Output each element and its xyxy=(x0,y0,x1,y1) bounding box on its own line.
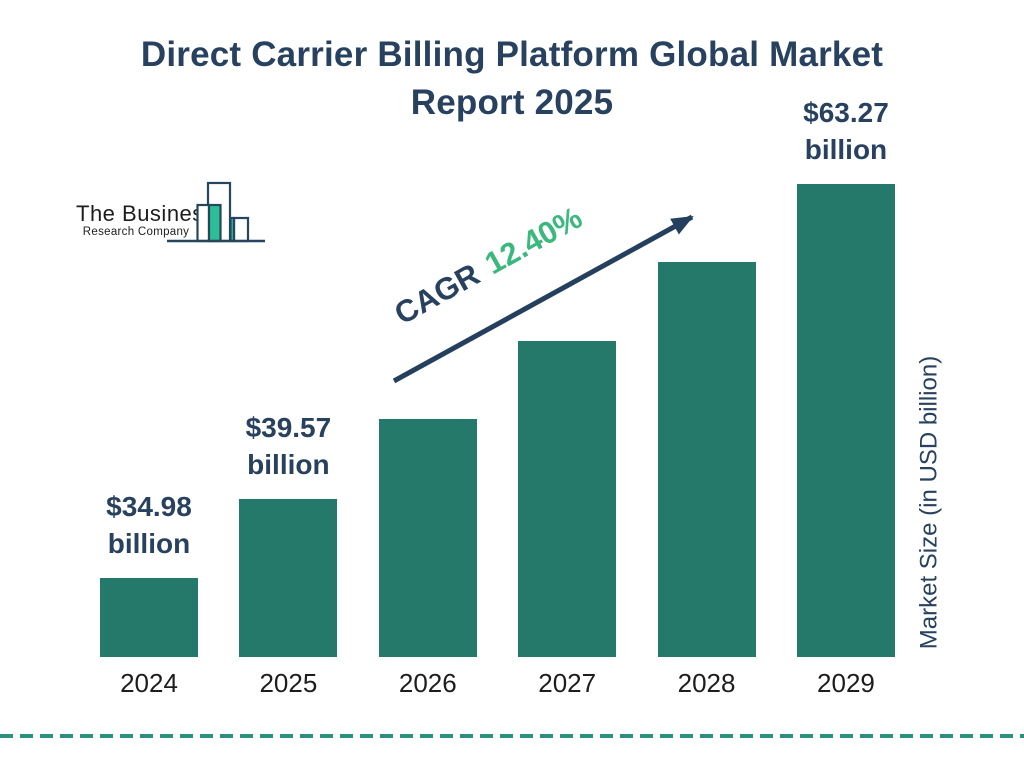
bar-2028 xyxy=(657,262,756,657)
page-title: Direct Carrier Billing Platform Global M… xyxy=(0,31,1024,127)
value-label-unit: billion xyxy=(107,528,191,559)
x-tick-2029: 2029 xyxy=(817,668,875,698)
page-title-line1: Direct Carrier Billing Platform Global M… xyxy=(140,35,884,74)
x-tick-2024: 2024 xyxy=(120,668,178,698)
logo-bar-chart-icon xyxy=(167,181,265,243)
bar-2025 xyxy=(239,499,338,657)
bar-column-2025: $39.57 billion 2025 xyxy=(239,409,338,698)
x-tick-2027: 2027 xyxy=(538,668,597,698)
bar-column-2024: $34.98 billion 2024 xyxy=(100,488,198,698)
x-tick-2025: 2025 xyxy=(259,668,318,698)
x-tick-2026: 2026 xyxy=(398,668,457,698)
bar-column-2028: 2028 xyxy=(657,262,756,698)
y-axis-title: Market Size (in USD billion) xyxy=(915,355,943,650)
page-title-line2: Report 2025 xyxy=(410,83,614,122)
bar-chart: $34.98 billion 2024 $39.57 billion 2025 … xyxy=(100,0,895,698)
growth-arrow xyxy=(392,214,694,384)
x-tick-2028: 2028 xyxy=(677,668,736,698)
bottom-dashed-divider xyxy=(0,734,1024,738)
company-logo-text: The Business Research Company xyxy=(76,201,216,239)
bar-2027 xyxy=(518,341,617,657)
value-label-unit: billion xyxy=(804,134,888,165)
company-name: The Business xyxy=(76,201,216,226)
bar-column-2029: $63.27 billion 2029 xyxy=(796,94,895,698)
bar-2029 xyxy=(796,184,895,657)
value-label-unit: billion xyxy=(247,449,330,480)
company-logo: The Business Research Company xyxy=(76,180,286,250)
value-label-amount: $63.27 xyxy=(803,97,889,128)
value-label-amount: $34.98 xyxy=(106,491,192,522)
value-label-2024: $34.98 billion xyxy=(106,488,192,562)
value-label-2025: $39.57 billion xyxy=(246,409,332,483)
value-label-2029: $63.27 billion xyxy=(803,94,889,168)
bar-column-2027: 2027 xyxy=(518,341,617,698)
value-label-amount: $39.57 xyxy=(245,412,332,443)
bar-2026 xyxy=(378,419,477,657)
bar-column-2026: 2026 xyxy=(378,419,477,698)
company-name-sub: Research Company xyxy=(82,226,190,238)
bar-2024 xyxy=(100,578,198,657)
